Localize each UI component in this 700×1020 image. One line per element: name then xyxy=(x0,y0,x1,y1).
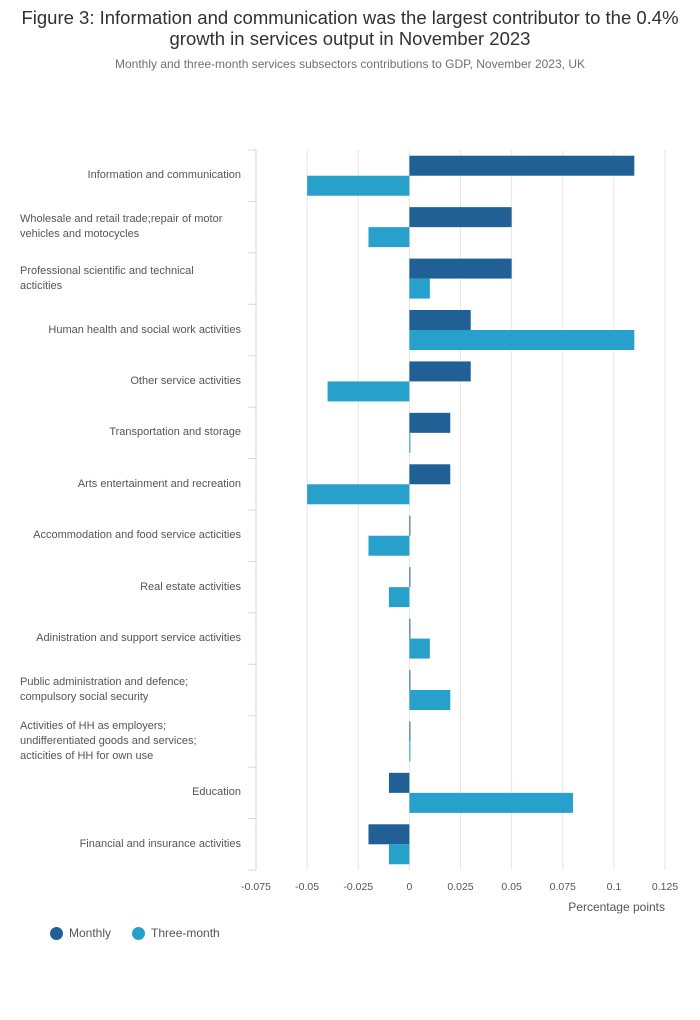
bar-monthly[interactable] xyxy=(409,464,451,485)
x-axis-title: Percentage points xyxy=(568,900,665,914)
category-label: Financial and insurance activities xyxy=(79,837,241,850)
x-tick-label: 0.05 xyxy=(501,881,522,893)
bar-three-month[interactable] xyxy=(409,638,430,659)
x-tick-label: -0.05 xyxy=(295,881,319,893)
bar-monthly[interactable] xyxy=(409,412,451,433)
legend-item-three-month[interactable]: Three-month xyxy=(132,926,220,940)
bar-three-month[interactable] xyxy=(388,587,410,608)
bar-monthly[interactable] xyxy=(388,772,410,793)
category-label: Public administration and defence; compul… xyxy=(20,676,189,703)
bar-monthly[interactable] xyxy=(409,155,635,176)
legend-label-monthly: Monthly xyxy=(69,926,112,940)
bar-three-month[interactable] xyxy=(327,381,410,402)
category-label: Activities of HH as employers; undifferen… xyxy=(20,719,197,762)
category-label: Other service activities xyxy=(130,374,241,387)
legend-swatch-monthly xyxy=(50,926,63,940)
bar-monthly[interactable] xyxy=(409,721,411,742)
legend-swatch-three-month xyxy=(132,926,146,940)
bar-monthly[interactable] xyxy=(409,567,411,588)
legend-label-three-month: Three-month xyxy=(151,926,220,940)
chart-title: Figure 3: Information and communication … xyxy=(21,7,679,49)
legend-item-monthly[interactable]: Monthly xyxy=(50,926,111,940)
x-tick-label: -0.025 xyxy=(343,881,373,893)
chart-subtitle: Monthly and three-month services subsect… xyxy=(114,57,585,71)
bar-three-month[interactable] xyxy=(307,175,410,196)
bar-monthly[interactable] xyxy=(409,670,411,690)
x-tick-label: 0.025 xyxy=(447,881,473,893)
bar-three-month[interactable] xyxy=(409,278,430,299)
bar-three-month[interactable] xyxy=(409,690,451,710)
bar-three-month[interactable] xyxy=(409,330,635,350)
bar-three-month[interactable] xyxy=(409,432,411,453)
bar-monthly[interactable] xyxy=(409,207,512,228)
x-tick-label: 0 xyxy=(406,881,412,893)
category-label: Accommodation and food service acticitie… xyxy=(33,529,241,542)
bar-monthly[interactable] xyxy=(409,618,411,639)
category-label: Real estate activities xyxy=(140,580,241,593)
bar-three-month[interactable] xyxy=(409,741,411,762)
x-tick-label: 0.125 xyxy=(652,881,678,893)
bar-monthly[interactable] xyxy=(368,824,410,845)
category-label: Information and communication xyxy=(87,169,241,182)
bar-three-month[interactable] xyxy=(388,844,410,865)
category-label: Transportation and storage xyxy=(109,426,241,439)
bar-monthly[interactable] xyxy=(409,515,411,536)
category-label: Education xyxy=(192,786,241,799)
category-label: Human health and social work activities xyxy=(48,323,241,336)
category-label: Professional scientific and technical act… xyxy=(20,264,194,292)
bar-three-month[interactable] xyxy=(368,535,410,556)
bar-monthly[interactable] xyxy=(409,310,471,330)
category-label: Wholesale and retail trade;repair of mot… xyxy=(20,213,223,241)
x-tick-label: -0.075 xyxy=(241,881,271,893)
legend: Monthly Three-month xyxy=(50,926,241,940)
bar-monthly[interactable] xyxy=(409,361,471,382)
x-tick-label: 0.075 xyxy=(550,881,576,893)
category-label: Arts entertainment and recreation xyxy=(77,477,241,490)
bar-monthly[interactable] xyxy=(409,258,512,279)
x-tick-label: 0.1 xyxy=(607,881,622,893)
category-label: Adinistration and support service activi… xyxy=(36,632,241,645)
bar-three-month[interactable] xyxy=(307,484,410,505)
bar-three-month[interactable] xyxy=(409,792,573,813)
bar-three-month[interactable] xyxy=(368,227,410,248)
